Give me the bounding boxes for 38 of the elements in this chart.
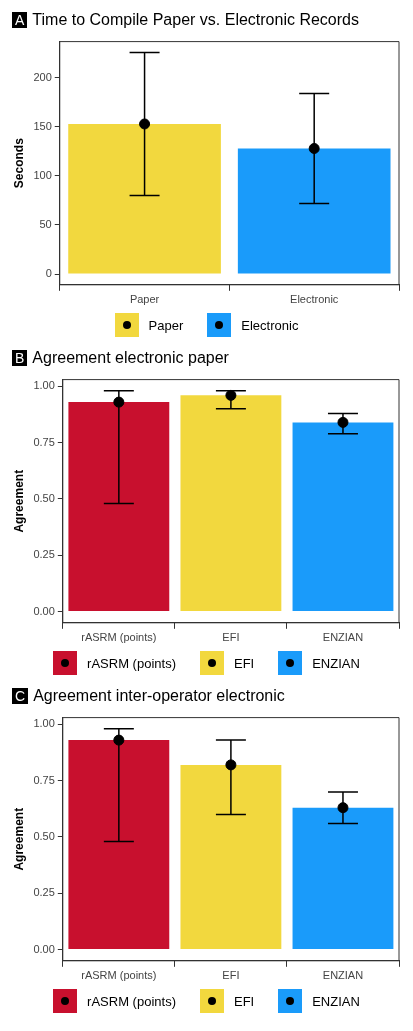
y-tick-label: 0.00 [33,942,55,955]
x-tick-label: ENZIAN [322,969,364,982]
y-tick-label: 200 [33,70,52,83]
x-tick-label: EFI [222,631,240,644]
y-axis-title: Agreement [11,469,26,533]
text: C [12,688,29,704]
y-tick-label: 0.25 [33,548,55,561]
y-tick-label: 0.75 [33,435,55,448]
legend-label: ENZIAN [312,993,360,1009]
y-tick-label: 0 [45,267,52,280]
legend-label: rASRM (points) [87,655,176,671]
chart-title: Agreement inter-operator electronic [33,687,285,705]
y-axis-title: Agreement [11,807,26,871]
y-tick-label: 50 [39,218,52,231]
legend-label: Paper [148,317,184,333]
y-tick-label: 100 [33,168,52,181]
legend-label: rASRM (points) [87,993,176,1009]
legend-label: ENZIAN [312,655,360,671]
y-tick-label: 0.00 [33,604,55,617]
legend-label: EFI [233,655,255,671]
x-tick-label: rASRM (points) [81,969,157,982]
y-axis-title: Seconds [11,137,26,189]
y-tick-label: 0.50 [33,491,55,504]
legend-label: EFI [233,993,255,1009]
y-tick-label: 0.25 [33,886,55,899]
chart-title: Time to Compile Paper vs. Electronic Records [32,11,359,29]
text: A [12,12,28,28]
y-tick-label: 0.75 [33,773,55,786]
y-tick-label: 1.00 [33,717,55,730]
x-tick-label: EFI [222,969,240,982]
x-tick-label: ENZIAN [322,631,364,644]
x-tick-label: rASRM (points) [81,631,157,644]
chart-title: Agreement electronic paper [32,349,229,367]
text: B [12,350,28,366]
y-tick-label: 0.50 [33,829,55,842]
legend-label: Electronic [241,317,299,333]
y-tick-label: 150 [33,119,52,132]
y-tick-label: 1.00 [33,379,55,392]
